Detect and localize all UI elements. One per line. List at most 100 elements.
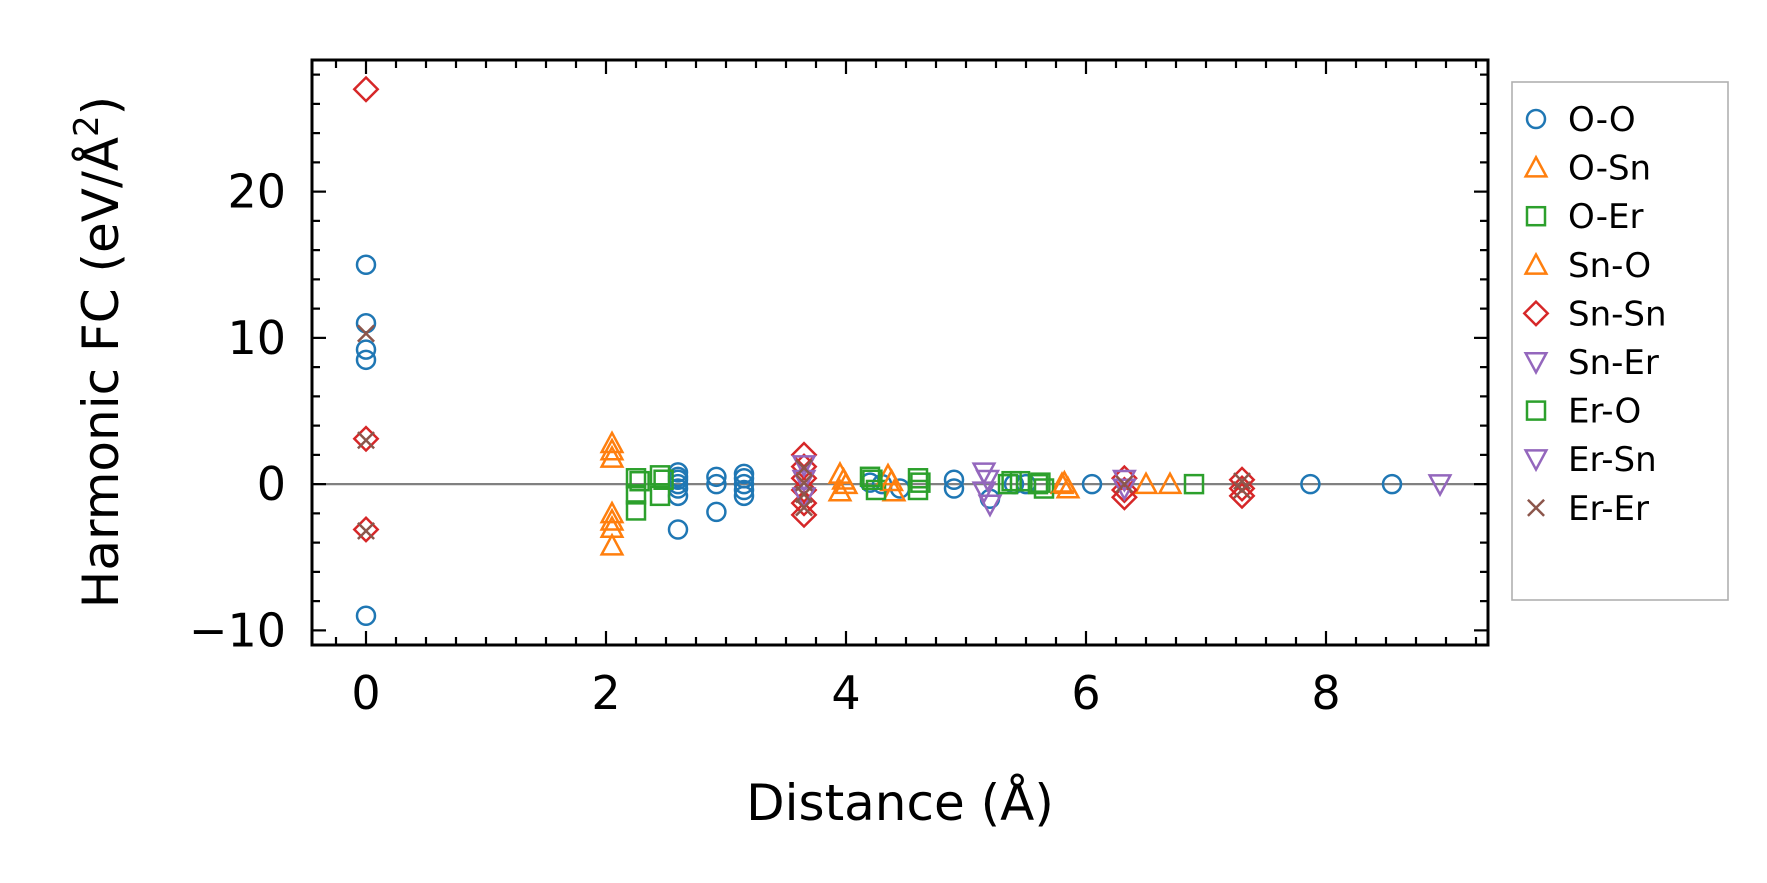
data-point-er-er [795,498,813,517]
data-point-o-o [733,479,755,501]
data-point-o-er [649,465,671,486]
legend-marker-sn-o [1523,251,1549,275]
data-point-o-o [355,313,377,334]
legend-label-sn-er: Sn-Er [1568,343,1659,383]
data-point-er-o [653,469,674,490]
data-point-er-o [629,470,650,492]
legend-marker-sn-sn [1522,299,1550,327]
data-point-o-sn [599,532,625,556]
legend-marker-o-sn [1523,154,1549,178]
data-point-er-er [357,324,375,343]
data-point-sn-o [599,437,625,461]
data-point-sn-sn [1228,482,1256,510]
data-point-er-er [357,431,375,450]
data-point-er-sn [975,469,1001,493]
legend-label-er-er: Er-Er [1568,489,1649,529]
legend-label-o-er: O-Er [1568,197,1643,237]
data-point-o-o [706,501,727,523]
x-tick-label: 0 [351,666,380,720]
x-tick-label: 4 [831,666,860,720]
data-point-o-sn [1049,471,1075,495]
legend-label-sn-sn: Sn-Sn [1568,294,1667,334]
legend: O-O O-Sn O-Er Sn-O Sn-Sn Sn-Er Er-O Er-Sn Er-Er [1511,81,1729,601]
data-point-er-er [1233,472,1251,491]
data-point-o-o [1300,473,1321,495]
data-point-sn-sn [1228,475,1256,502]
legend-marker-sn-er [1523,351,1549,375]
data-point-er-er [795,459,813,478]
legend-label-er-sn: Er-Sn [1568,440,1657,480]
data-point-er-er [1115,475,1134,494]
data-point-o-o [355,605,377,626]
x-tick-labels: 0 2 4 6 8 [351,666,1340,720]
data-point-sn-sn [352,425,380,453]
data-point-er-o [910,472,931,493]
data-point-o-er [907,479,929,501]
data-point-o-er [1183,473,1205,495]
data-point-o-o [1081,473,1103,495]
legend-marker-er-er [1527,498,1545,517]
x-tick-label: 2 [591,666,620,720]
data-point-o-o [1381,473,1403,495]
legend-marker-er-sn [1523,449,1549,473]
data-point-o-o [667,519,689,540]
data-point-sn-sn [352,515,380,543]
legend-marker-o-o [1525,108,1547,130]
data-point-o-o [355,254,377,275]
legend-label-er-o: Er-O [1568,392,1641,432]
data-point-o-o [733,485,755,507]
axis-ticks [312,60,1488,645]
x-tick-label: 6 [1071,666,1100,720]
y-tick-label: 0 [257,457,286,511]
data-point-sn-sn [790,501,818,529]
data-point-o-sn [599,444,625,468]
y-tick-label: 10 [227,311,286,365]
data-point-o-o [355,339,377,360]
data-point-o-er [859,466,881,488]
data-point-o-er [649,485,671,507]
legend-marker-o-er [1525,205,1547,227]
x-tick-label: 8 [1311,666,1340,720]
data-point-o-o [943,478,965,499]
data-point-sn-o [879,468,905,492]
data-markers [352,75,1453,626]
legend-marker-er-o [1525,400,1547,421]
data-point-o-o [706,466,727,488]
legend-label-sn-o: Sn-O [1568,246,1651,286]
data-point-sn-o [1051,469,1077,493]
data-point-o-er [625,484,647,505]
data-point-sn-er [977,494,1003,518]
x-axis-label: Distance (Å) [746,774,1054,832]
data-point-er-er [357,521,375,540]
legend-label-o-sn: O-Sn [1568,149,1651,189]
data-point-sn-er [791,455,817,479]
data-point-o-er [625,468,647,489]
data-point-o-er [907,468,929,489]
data-point-er-o [1030,472,1051,493]
y-tick-labels: −10 0 10 20 [189,165,286,658]
data-point-sn-o [599,507,625,531]
data-point-er-o [1001,470,1022,492]
data-point-o-o [355,349,377,371]
data-point-o-o [943,469,965,490]
data-point-o-sn [1157,471,1183,495]
data-point-sn-sn [1110,483,1138,511]
y-tick-label: 20 [227,165,286,219]
y-tick-label: −10 [189,603,286,657]
data-point-o-er [1033,478,1055,499]
data-point-o-o [706,473,727,495]
data-point-o-er [625,500,647,521]
data-point-o-sn [599,500,625,524]
y-axis-label: Harmonic FC (eV/Å2) [67,96,130,608]
data-point-o-sn [827,478,853,502]
data-point-o-o [733,473,755,495]
data-point-sn-sn [352,75,380,103]
data-point-sn-er [791,469,817,493]
data-point-o-sn [599,430,625,454]
legend-box [1511,81,1729,601]
data-point-sn-er [1427,474,1453,498]
data-point-er-er [1233,480,1251,499]
data-point-er-o [862,469,883,490]
legend-label-o-o: O-O [1568,100,1636,140]
